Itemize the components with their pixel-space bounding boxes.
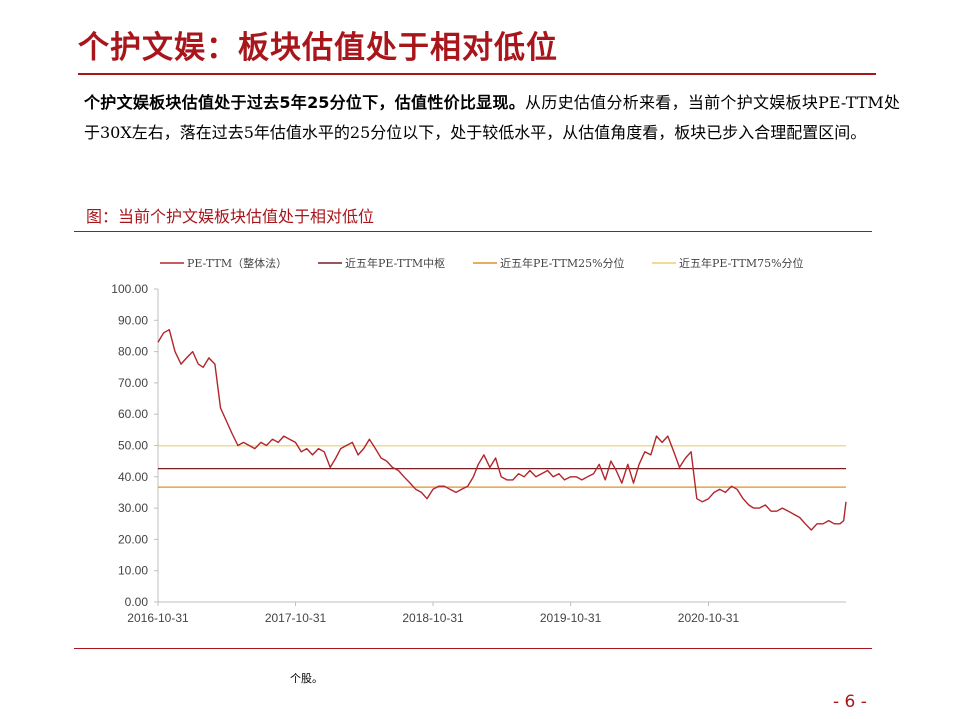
summary-lead: 个护文娱板块估值处于过去5年25分位下，估值性价比显现。 — [84, 93, 526, 112]
y-tick-label: 30.00 — [118, 501, 148, 515]
figure-source: 个股。 — [290, 672, 323, 685]
summary-text: 从历史估值分析来看，当前个护文娱板块PE-TTM处于30X左右，落在过去5年估值… — [84, 93, 900, 142]
figure-top-divider — [74, 231, 872, 232]
x-tick-label: 2019-10-31 — [540, 611, 602, 625]
x-tick-label: 2017-10-31 — [265, 611, 327, 625]
x-tick-label: 2016-10-31 — [127, 611, 189, 625]
legend-label: 近五年PE-TTM中枢 — [345, 256, 445, 270]
legend-label: 近五年PE-TTM25%分位 — [500, 256, 625, 270]
y-axis: 0.00 10.00 20.00 30.00 40.00 50.00 60.00 70.00 8… — [111, 282, 159, 609]
y-tick-label: 90.00 — [118, 313, 148, 327]
reference-lines — [158, 445, 846, 488]
y-tick-label: 40.00 — [118, 470, 148, 484]
x-tick-label: 2018-10-31 — [402, 611, 464, 625]
page-number: - 6 - — [833, 692, 867, 712]
y-tick-label: 0.00 — [125, 595, 149, 609]
page-title: 个护文娱：板块估值处于相对低位 — [78, 30, 558, 66]
y-tick-label: 50.00 — [118, 439, 148, 453]
y-tick-label: 70.00 — [118, 376, 148, 390]
summary-paragraph: 个护文娱板块估值处于过去5年25分位下，估值性价比显现。从历史估值分析来看，当前… — [84, 88, 900, 148]
pe-ttm-line — [157, 329, 847, 531]
y-tick-label: 20.00 — [118, 532, 148, 546]
figure-caption: 图：当前个护文娱板块估值处于相对低位 — [86, 207, 375, 226]
title-divider — [78, 73, 876, 75]
figure-bottom-divider — [74, 648, 872, 649]
y-tick-label: 60.00 — [118, 407, 148, 421]
legend-label: PE-TTM（整体法） — [187, 256, 287, 270]
x-axis: 2016-10-31 2017-10-31 2018-10-31 2019-10-31… — [127, 601, 846, 625]
chart-legend: PE-TTM（整体法） 近五年PE-TTM中枢 近五年PE-TTM25%分位 近五年P… — [160, 256, 804, 270]
legend-label: 近五年PE-TTM75%分位 — [679, 256, 804, 270]
y-tick-label: 100.00 — [111, 282, 148, 296]
x-tick-label: 2020-10-31 — [678, 611, 740, 625]
y-tick-label: 10.00 — [118, 564, 148, 578]
y-tick-label: 80.00 — [118, 345, 148, 359]
series-layer — [157, 329, 847, 531]
